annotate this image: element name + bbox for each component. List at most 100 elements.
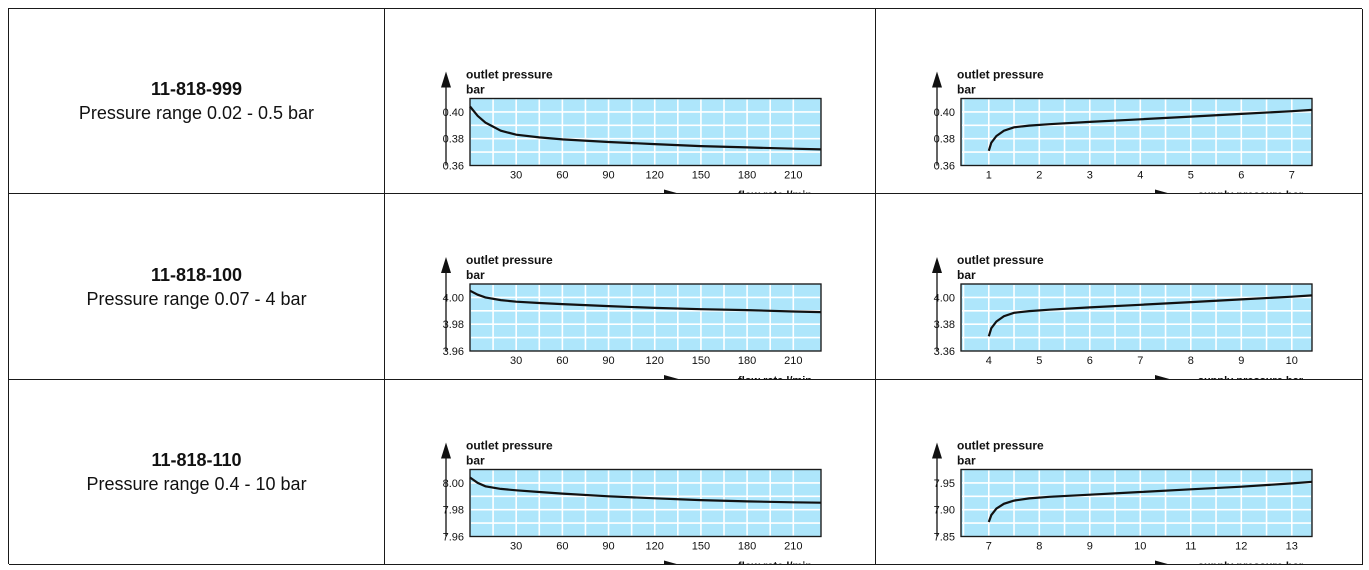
x-tick-label: 7	[1137, 355, 1143, 367]
y-axis-arrowhead	[932, 442, 942, 459]
x-tick-label: 9	[1238, 355, 1244, 367]
part-number: 11-818-999	[150, 79, 243, 99]
x-tick-label: 210	[784, 355, 802, 367]
row-3-label-cell: 11-818-110 Pressure range 0.4 - 10 bar	[9, 380, 385, 565]
y-axis-arrowhead	[441, 257, 451, 273]
y-axis-title: outlet pressure	[957, 253, 1044, 267]
y-axis-title: outlet pressure	[957, 68, 1044, 82]
y-axis-unit: bar	[466, 454, 485, 468]
y-tick-label: 0.36	[934, 161, 955, 173]
x-tick-label: 210	[784, 170, 802, 182]
x-tick-label: 4	[1137, 170, 1143, 182]
x-tick-label: 7	[1289, 170, 1295, 182]
x-tick-label: 120	[646, 355, 664, 367]
y-tick-label: 0.40	[934, 107, 955, 119]
row-3-supply-chart: outlet pressure bar 7.85 7.90 7.95 7 8 9 10 11 12 1…	[876, 380, 1363, 565]
y-axis-title: outlet pressure	[466, 253, 553, 267]
pressure-range-text: Pressure range 0.4 - 10 bar	[86, 474, 307, 494]
y-tick-label: 3.36	[934, 346, 955, 358]
y-axis-arrowhead	[441, 71, 451, 88]
x-axis-title: flow rate l/min	[738, 375, 812, 379]
x-tick-label: 6	[1087, 355, 1093, 367]
y-tick-label: 0.36	[443, 161, 464, 173]
x-tick-label: 60	[556, 541, 568, 553]
x-tick-label: 9	[1087, 541, 1093, 553]
row-2-label-cell: 11-818-100 Pressure range 0.07 - 4 bar	[9, 194, 385, 380]
y-axis-unit: bar	[466, 268, 485, 282]
y-axis-title: outlet pressure	[466, 439, 553, 453]
y-axis-unit: bar	[957, 268, 976, 282]
row-1-flow-chart: outlet pressure bar 0.36 0.38 0.40 30 60 90 120 1…	[385, 9, 876, 194]
x-axis-arrowhead	[664, 560, 677, 564]
x-tick-label: 60	[556, 170, 568, 182]
y-axis-arrowhead	[441, 442, 451, 459]
y-tick-label: 0.40	[443, 107, 464, 119]
pressure-curve	[469, 105, 822, 151]
y-tick-label: 7.95	[934, 478, 955, 490]
x-axis-title: supply pressure bar	[1198, 375, 1304, 379]
x-tick-label: 30	[510, 170, 522, 182]
part-number: 11-818-100	[150, 264, 243, 285]
x-axis-arrowhead	[1155, 375, 1170, 379]
x-tick-label: 120	[646, 541, 664, 553]
y-tick-label: 7.90	[934, 505, 955, 517]
y-axis-title: outlet pressure	[957, 439, 1044, 453]
x-tick-label: 12	[1235, 541, 1247, 553]
x-tick-label: 3	[1087, 170, 1093, 182]
x-tick-label: 11	[1185, 541, 1196, 553]
plot-border	[960, 468, 1313, 538]
y-tick-label: 0.38	[443, 134, 464, 146]
pressure-curve	[987, 480, 1313, 523]
plot-area	[469, 468, 822, 538]
y-tick-label: 8.00	[443, 478, 464, 490]
y-axis-arrowhead	[932, 257, 942, 273]
x-tick-label: 13	[1286, 541, 1298, 553]
pressure-curve	[987, 108, 1313, 152]
x-tick-label: 10	[1134, 541, 1146, 553]
pressure-curve	[469, 289, 822, 314]
x-tick-label: 150	[692, 170, 710, 182]
x-tick-label: 150	[692, 355, 710, 367]
x-tick-label: 8	[1036, 541, 1042, 553]
pressure-curve	[987, 294, 1313, 337]
plot-border	[469, 97, 822, 167]
x-tick-label: 2	[1036, 170, 1042, 182]
x-axis-title: supply pressure bar	[1198, 561, 1304, 565]
y-tick-label: 4.00	[443, 292, 464, 304]
y-tick-label: 7.96	[443, 532, 464, 544]
y-tick-label: 3.96	[443, 346, 464, 358]
x-axis-arrowhead	[664, 375, 679, 379]
x-axis-arrowhead	[1155, 189, 1168, 193]
pressure-range-text: Pressure range 0.07 - 4 bar	[86, 288, 307, 309]
x-axis-arrowhead	[1155, 560, 1168, 564]
plot-area	[960, 283, 1313, 352]
plot-border	[469, 283, 822, 352]
performance-table: 11-818-999 Pressure range 0.02 - 0.5 bar…	[8, 8, 1363, 565]
x-tick-label: 120	[646, 170, 664, 182]
x-tick-label: 5	[1036, 355, 1042, 367]
x-tick-label: 60	[556, 355, 568, 367]
part-number: 11-818-110	[151, 450, 242, 470]
y-axis-arrowhead	[932, 71, 942, 88]
x-axis-arrowhead	[664, 189, 677, 193]
x-tick-label: 210	[784, 541, 802, 553]
y-axis-unit: bar	[957, 83, 976, 97]
y-tick-label: 7.98	[443, 505, 464, 517]
x-tick-label: 150	[692, 541, 710, 553]
x-tick-label: 180	[738, 170, 756, 182]
y-axis-unit: bar	[466, 83, 485, 97]
x-tick-label: 180	[738, 541, 756, 553]
x-tick-label: 90	[602, 170, 614, 182]
x-axis-title: supply pressure bar	[1198, 190, 1304, 194]
y-tick-label: 0.38	[934, 134, 955, 146]
y-tick-label: 7.85	[934, 532, 955, 544]
x-axis-title: flow rate l/min	[738, 561, 812, 565]
x-tick-label: 7	[986, 541, 992, 553]
y-tick-label: 3.38	[934, 319, 955, 331]
plot-border	[960, 283, 1313, 352]
